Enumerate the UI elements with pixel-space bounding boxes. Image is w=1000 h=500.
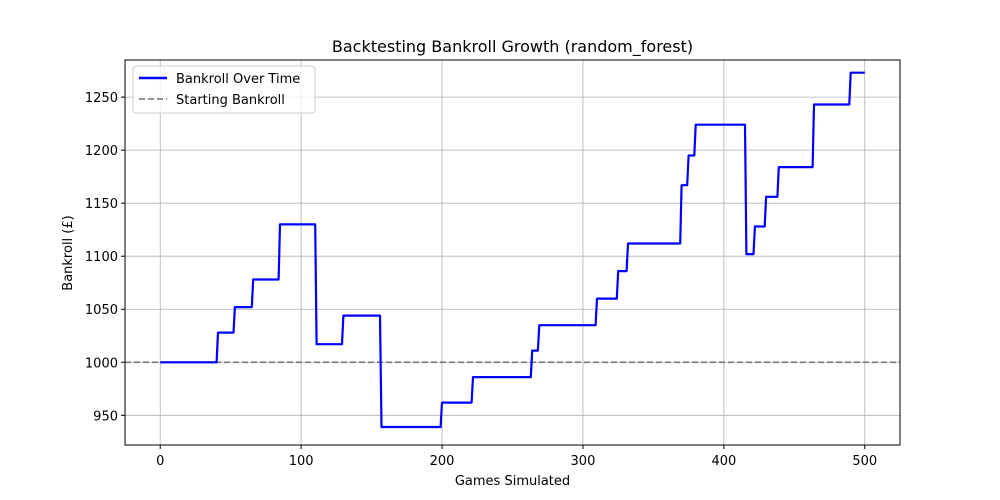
- chart-title: Backtesting Bankroll Growth (random_fore…: [332, 37, 693, 57]
- y-tick-label: 1100: [85, 250, 118, 265]
- data-series: [160, 71, 865, 429]
- y-tick-label: 1200: [85, 144, 118, 159]
- y-tick-label: 1000: [85, 356, 118, 371]
- y-tick-label: 1050: [85, 303, 118, 318]
- y-axis-ticks: 950 1000 1050 1100 1150 1200 1250: [85, 91, 125, 424]
- x-tick-label: 400: [711, 454, 736, 469]
- x-tick-label: 500: [852, 454, 877, 469]
- legend: Bankroll Over Time Starting Bankroll: [132, 65, 316, 114]
- x-axis-label: Games Simulated: [455, 474, 570, 489]
- bankroll-series-line: [160, 71, 865, 429]
- y-tick-label: 1150: [85, 197, 118, 212]
- legend-box: [132, 65, 316, 114]
- x-tick-label: 200: [430, 454, 455, 469]
- y-axis-label: Bankroll (£): [61, 215, 76, 290]
- plot-frame: [124, 59, 901, 446]
- x-tick-label: 100: [289, 454, 314, 469]
- y-tick-label: 950: [93, 409, 118, 424]
- legend-label-bankroll: Bankroll Over Time: [176, 72, 300, 87]
- x-axis-ticks: 0 100 200 300 400 500: [156, 445, 877, 469]
- x-tick-label: 300: [571, 454, 596, 469]
- y-tick-label: 1250: [85, 91, 118, 106]
- legend-label-starting: Starting Bankroll: [176, 93, 285, 108]
- x-tick-label: 0: [156, 454, 164, 469]
